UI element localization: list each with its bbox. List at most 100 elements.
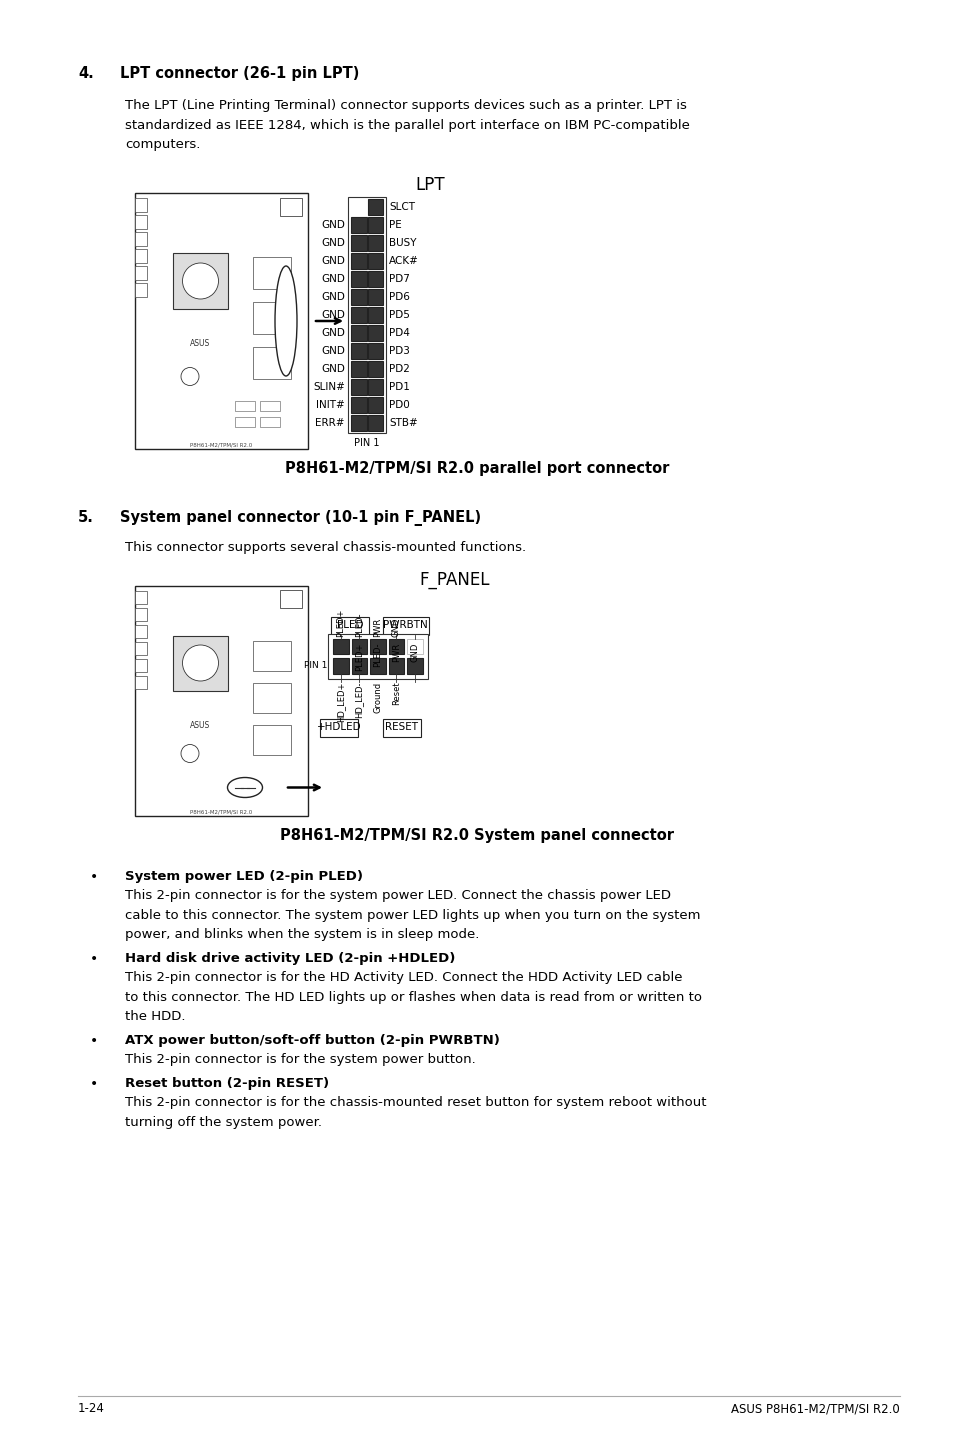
- Bar: [367, 414, 383, 431]
- Bar: [351, 253, 366, 269]
- Bar: [351, 289, 366, 305]
- Text: •: •: [90, 1034, 98, 1047]
- Text: System power LED (2-pin PLED): System power LED (2-pin PLED): [125, 870, 363, 883]
- Bar: [135, 585, 308, 815]
- Text: P8H61-M2/TPM/SI R2.0: P8H61-M2/TPM/SI R2.0: [191, 443, 253, 447]
- Circle shape: [181, 745, 199, 762]
- Bar: [351, 306, 366, 324]
- Text: PLED-: PLED-: [355, 613, 363, 637]
- Text: PE: PE: [389, 220, 401, 230]
- Bar: [253, 302, 291, 334]
- Text: Ground: Ground: [373, 682, 382, 713]
- Text: PIN 1: PIN 1: [354, 439, 379, 449]
- Text: RESET: RESET: [385, 722, 417, 732]
- Bar: [351, 414, 366, 431]
- Text: P8H61-M2/TPM/SI R2.0 System panel connector: P8H61-M2/TPM/SI R2.0 System panel connec…: [280, 827, 673, 843]
- Text: This 2-pin connector is for the HD Activity LED. Connect the HDD Activity LED ca: This 2-pin connector is for the HD Activ…: [125, 971, 681, 984]
- Text: PLED+: PLED+: [355, 643, 363, 672]
- Bar: [253, 256, 291, 289]
- Bar: [351, 378, 366, 395]
- Text: LPT connector (26-1 pin LPT): LPT connector (26-1 pin LPT): [120, 66, 359, 81]
- Text: GND: GND: [321, 220, 345, 230]
- Bar: [135, 676, 147, 689]
- Bar: [172, 253, 228, 309]
- Text: computers.: computers.: [125, 138, 200, 151]
- Text: SLIN#: SLIN#: [313, 383, 345, 393]
- Bar: [351, 638, 367, 654]
- Text: GND: GND: [321, 328, 345, 338]
- Bar: [351, 361, 366, 377]
- Bar: [388, 638, 403, 654]
- Bar: [135, 607, 147, 621]
- Bar: [367, 397, 383, 413]
- Text: PD5: PD5: [389, 311, 410, 319]
- Bar: [348, 197, 386, 433]
- Bar: [319, 719, 357, 736]
- Text: PLED: PLED: [336, 621, 363, 630]
- Circle shape: [182, 263, 218, 299]
- Text: System panel connector (10-1 pin F_PANEL): System panel connector (10-1 pin F_PANEL…: [120, 510, 480, 526]
- Bar: [351, 217, 366, 233]
- Bar: [367, 342, 383, 360]
- Text: PLED+: PLED+: [335, 608, 345, 637]
- Text: F_PANEL: F_PANEL: [419, 571, 490, 588]
- Text: 5.: 5.: [78, 510, 93, 525]
- Text: PD1: PD1: [389, 383, 410, 393]
- Text: GND: GND: [392, 617, 400, 637]
- Bar: [388, 659, 403, 673]
- Text: power, and blinks when the system is in sleep mode.: power, and blinks when the system is in …: [125, 928, 478, 940]
- Bar: [367, 198, 383, 216]
- Text: PD0: PD0: [389, 400, 410, 410]
- Text: This connector supports several chassis-mounted functions.: This connector supports several chassis-…: [125, 541, 525, 554]
- Bar: [135, 266, 147, 279]
- Text: GND: GND: [410, 643, 418, 661]
- Text: BUSY: BUSY: [389, 237, 416, 247]
- Text: HD_LED-: HD_LED-: [355, 682, 363, 718]
- Bar: [407, 659, 422, 673]
- Text: P8H61-M2/TPM/SI R2.0 parallel port connector: P8H61-M2/TPM/SI R2.0 parallel port conne…: [285, 460, 668, 476]
- Text: PD7: PD7: [389, 273, 410, 283]
- Bar: [351, 270, 366, 288]
- Text: PD2: PD2: [389, 364, 410, 374]
- Text: LPT: LPT: [415, 175, 444, 194]
- Bar: [367, 325, 383, 341]
- Text: ATX power button/soft-off button (2-pin PWRBTN): ATX power button/soft-off button (2-pin …: [125, 1034, 499, 1047]
- Ellipse shape: [274, 266, 296, 375]
- Bar: [333, 659, 348, 673]
- Text: This 2-pin connector is for the chassis-mounted reset button for system reboot w: This 2-pin connector is for the chassis-…: [125, 1096, 706, 1109]
- Bar: [407, 638, 422, 654]
- Text: GND: GND: [321, 237, 345, 247]
- Text: HD_LED+: HD_LED+: [335, 682, 345, 722]
- Text: PD3: PD3: [389, 347, 410, 355]
- Text: This 2-pin connector is for the system power LED. Connect the chassis power LED: This 2-pin connector is for the system p…: [125, 889, 670, 902]
- Bar: [367, 306, 383, 324]
- Text: GND: GND: [321, 292, 345, 302]
- Text: •: •: [90, 870, 98, 883]
- Text: PD6: PD6: [389, 292, 410, 302]
- Bar: [253, 683, 291, 712]
- Bar: [280, 590, 302, 607]
- Bar: [135, 216, 147, 229]
- Bar: [328, 634, 427, 679]
- Bar: [253, 725, 291, 755]
- Bar: [367, 289, 383, 305]
- Text: ASUS: ASUS: [190, 338, 210, 348]
- Text: ASUS P8H61-M2/TPM/SI R2.0: ASUS P8H61-M2/TPM/SI R2.0: [731, 1402, 899, 1415]
- Text: cable to this connector. The system power LED lights up when you turn on the sys: cable to this connector. The system powe…: [125, 909, 700, 922]
- Text: ACK#: ACK#: [389, 256, 418, 266]
- Bar: [135, 198, 147, 211]
- Text: GND: GND: [321, 273, 345, 283]
- Bar: [370, 659, 385, 673]
- Circle shape: [182, 646, 218, 682]
- Bar: [367, 253, 383, 269]
- Ellipse shape: [227, 778, 262, 798]
- Bar: [135, 641, 147, 654]
- Bar: [135, 659, 147, 672]
- Bar: [351, 234, 366, 252]
- Text: GND: GND: [321, 347, 345, 355]
- Bar: [367, 378, 383, 395]
- Text: The LPT (Line Printing Terminal) connector supports devices such as a printer. L: The LPT (Line Printing Terminal) connect…: [125, 99, 686, 112]
- Text: turning off the system power.: turning off the system power.: [125, 1116, 322, 1129]
- Text: ASUS: ASUS: [190, 720, 210, 729]
- Bar: [260, 417, 280, 427]
